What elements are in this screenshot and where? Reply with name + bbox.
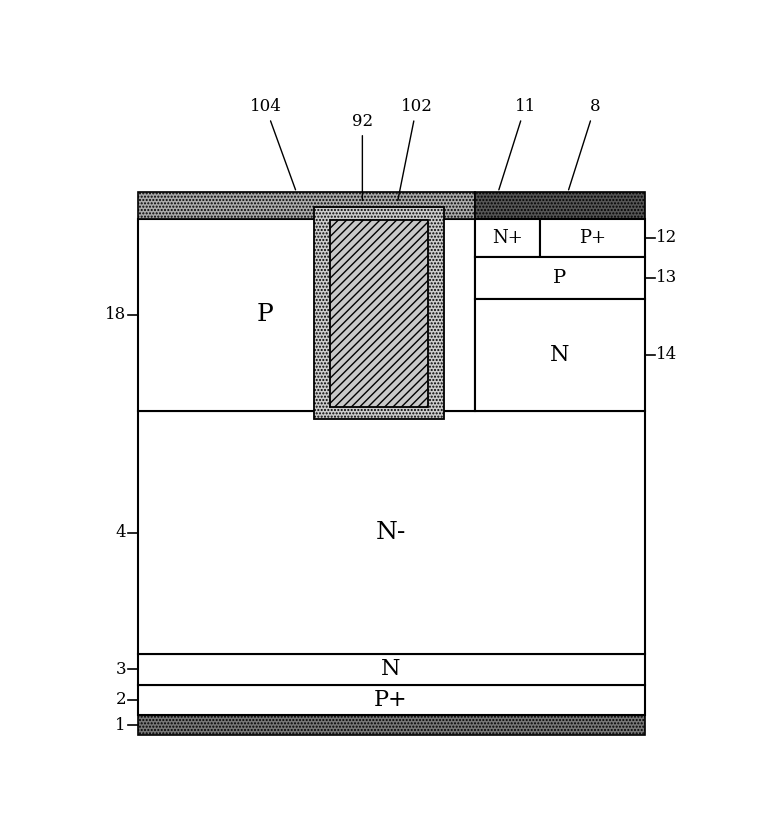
Bar	[475, 219, 540, 257]
Text: 1: 1	[116, 716, 126, 734]
Text: P+: P+	[579, 229, 606, 247]
Text: 18: 18	[105, 306, 126, 324]
Text: 102: 102	[397, 98, 432, 200]
Bar	[475, 257, 645, 299]
Text: 92: 92	[352, 113, 373, 200]
Text: N+: N+	[492, 229, 523, 247]
Text: P: P	[553, 269, 567, 287]
Text: 13: 13	[656, 269, 677, 286]
Text: 11: 11	[499, 98, 536, 190]
Bar	[475, 299, 645, 411]
Text: 14: 14	[656, 346, 677, 364]
Text: P: P	[257, 304, 274, 326]
Text: 8: 8	[568, 98, 600, 190]
Text: P+: P+	[374, 689, 408, 711]
Text: 3: 3	[116, 661, 126, 677]
Text: 12: 12	[656, 229, 677, 246]
Bar	[315, 207, 444, 419]
Text: 104: 104	[249, 98, 296, 190]
Bar	[330, 220, 428, 407]
Bar	[138, 193, 475, 219]
Bar	[138, 716, 645, 735]
Text: N: N	[550, 344, 570, 366]
Bar	[475, 193, 645, 219]
Bar	[138, 654, 645, 685]
Text: 2: 2	[116, 691, 126, 708]
Text: N: N	[382, 658, 401, 680]
Bar	[138, 219, 475, 411]
Bar	[540, 219, 645, 257]
Text: N-: N-	[376, 521, 407, 545]
Text: 4: 4	[116, 525, 126, 541]
Bar	[138, 411, 645, 654]
Bar	[138, 685, 645, 716]
